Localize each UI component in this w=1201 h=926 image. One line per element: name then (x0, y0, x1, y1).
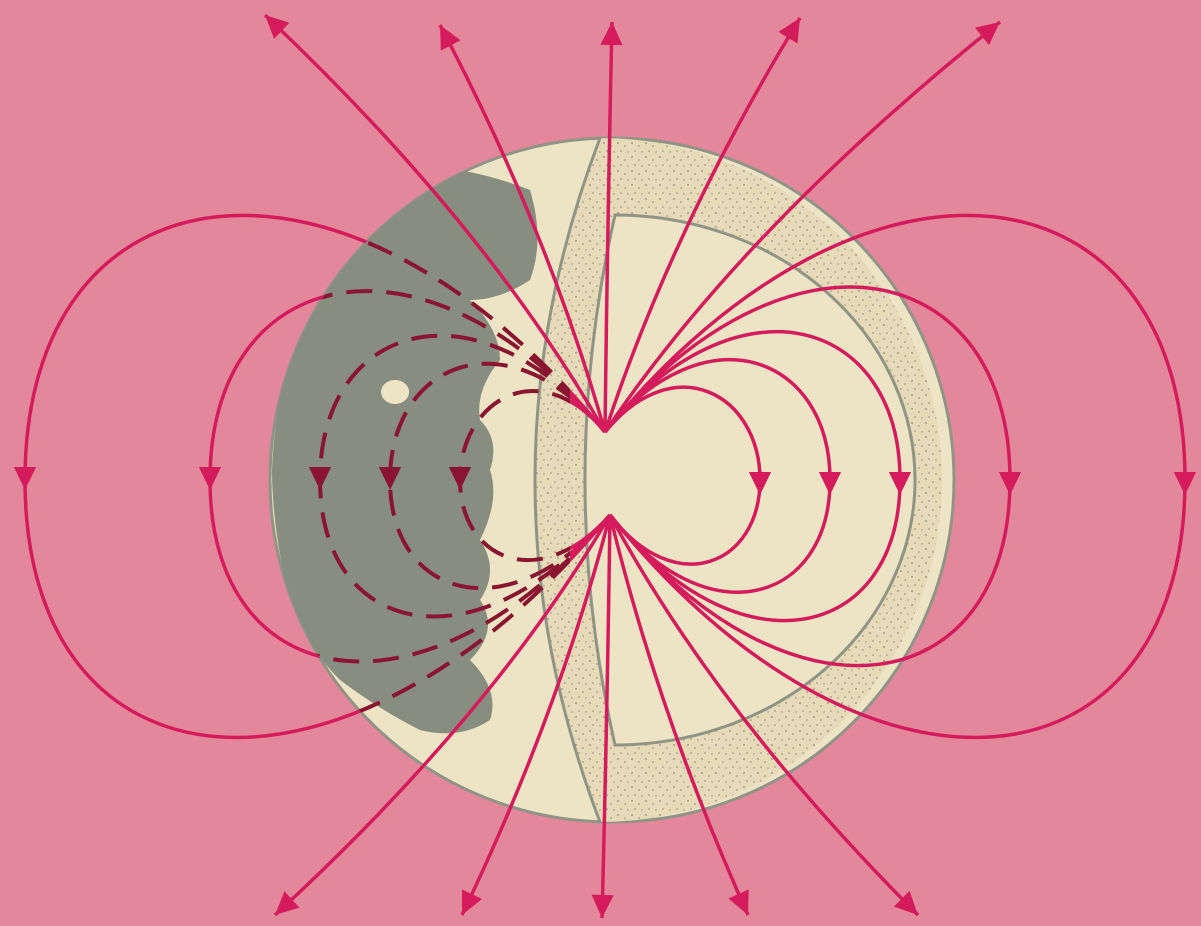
arrowhead (13, 466, 37, 490)
field-line-dashed (387, 361, 570, 590)
arrowhead (265, 15, 290, 39)
arrowhead (198, 466, 222, 490)
field-line (273, 514, 612, 917)
arrowhead (308, 466, 332, 490)
arrowhead (893, 890, 918, 915)
dashed-group (387, 361, 570, 590)
arrowhead (1173, 471, 1197, 495)
field-line (603, 21, 614, 433)
field-line (603, 20, 1002, 433)
mantle-edge (533, 137, 602, 823)
arrowhead (998, 471, 1022, 495)
field-line (600, 514, 612, 919)
arrowhead (818, 471, 842, 495)
arrowhead (600, 22, 623, 46)
continent (272, 165, 538, 734)
arrowhead (778, 18, 800, 44)
field-line-dashed (270, 289, 570, 664)
arrowhead (591, 894, 614, 918)
arrowhead (378, 466, 402, 490)
field-line (608, 514, 750, 916)
arrowhead (728, 889, 749, 915)
arrowhead (275, 891, 300, 915)
arrowhead (440, 25, 461, 51)
arrowhead (975, 22, 1000, 46)
field-line (438, 24, 607, 433)
field-line (603, 17, 802, 433)
arrowhead (448, 466, 472, 490)
arrowhead (461, 889, 483, 915)
field-line (460, 514, 612, 916)
arrowhead (888, 471, 912, 495)
arrowhead (748, 471, 772, 495)
field-line (263, 13, 607, 433)
dashed-group (270, 289, 570, 664)
field-line (608, 514, 920, 917)
